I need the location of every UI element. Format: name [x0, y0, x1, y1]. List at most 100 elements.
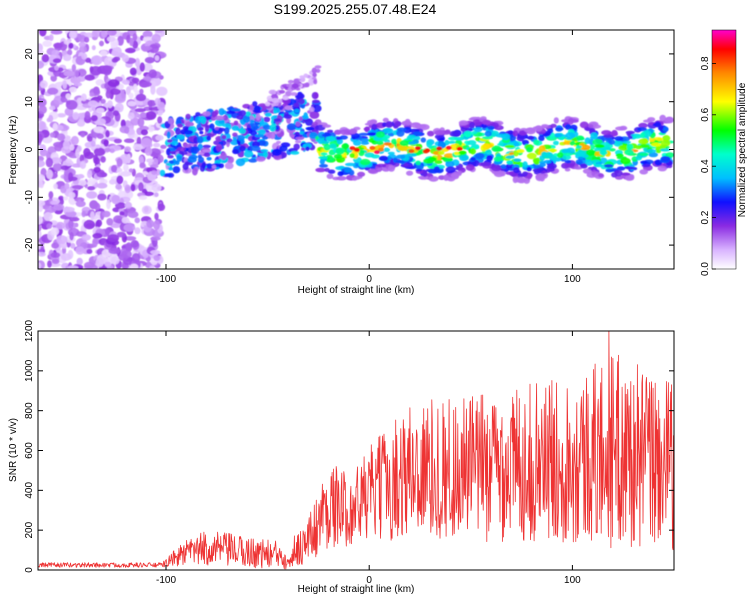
- spectrogram-cell: [640, 160, 648, 164]
- spectrogram-cell: [128, 92, 134, 99]
- spectrogram-cell: [105, 130, 110, 138]
- spectrogram-cell: [271, 148, 282, 156]
- spectrogram-cell: [618, 144, 629, 151]
- spectrogram-cell: [296, 87, 301, 91]
- spectrogram-cell: [422, 170, 428, 177]
- y-tick-label: 0: [24, 567, 35, 573]
- spectrogram-cell: [615, 175, 624, 180]
- spectrogram-cell: [662, 126, 669, 132]
- colorbar-gradient: [711, 29, 737, 270]
- spectrogram-cell: [321, 133, 332, 137]
- spectrogram-cell: [175, 127, 181, 135]
- spectrogram-cell: [324, 167, 330, 172]
- spectrogram-cell: [591, 156, 598, 161]
- spectrogram-cell: [378, 147, 385, 152]
- spectrogram-cell: [480, 162, 492, 167]
- y-tick-label: 400: [24, 482, 35, 499]
- spectrogram-cell: [38, 159, 46, 168]
- spectrogram-cell: [516, 134, 525, 142]
- y-tick-label: 1200: [24, 319, 35, 342]
- spectrogram-cell: [553, 117, 559, 124]
- spectrogram-cell: [81, 210, 86, 218]
- spectrogram-cell: [268, 89, 276, 95]
- spectrogram-x-ticks: -100 0 100: [156, 30, 581, 285]
- spectrogram-cell: [309, 111, 320, 119]
- spectrogram-cell: [116, 158, 123, 167]
- spectrogram-cell: [146, 158, 155, 163]
- spectrogram-cell: [543, 159, 552, 164]
- colorbar-tick-label: 0.0: [700, 262, 711, 276]
- spectrogram-cell: [99, 50, 108, 57]
- spectrogram-cell: [123, 163, 129, 172]
- spectrogram-cell: [357, 171, 366, 177]
- spectrogram-cell: [220, 152, 227, 161]
- spectrogram-cell: [638, 122, 648, 129]
- spectrogram-cell: [157, 203, 166, 211]
- spectrogram-cell: [660, 148, 671, 152]
- spectrogram-cell: [52, 162, 62, 172]
- spectrogram-cell: [325, 136, 337, 142]
- spectrogram-cell: [258, 129, 266, 136]
- spectrogram-cell: [185, 113, 191, 120]
- x-tick-label: 0: [366, 575, 372, 586]
- spectrogram-cell: [274, 125, 280, 131]
- spectrogram-cell: [62, 54, 72, 62]
- spectrogram-cell: [130, 117, 141, 126]
- spectrogram-cell: [359, 138, 370, 143]
- spectrogram-cell: [101, 65, 113, 74]
- spectrogram-cell: [38, 215, 43, 225]
- spectrogram-cell: [233, 120, 239, 126]
- spectrogram-cell: [434, 130, 445, 136]
- spectrogram-cell: [396, 154, 406, 159]
- spectrogram-cell: [599, 150, 608, 156]
- spectrogram-cell: [428, 176, 439, 182]
- spectrogram-cell: [51, 242, 60, 249]
- spectrogram-cell: [423, 158, 435, 164]
- spectrogram-cell: [504, 144, 515, 148]
- spectrogram-cell: [86, 181, 96, 186]
- spectrogram-cell: [512, 130, 519, 137]
- spectrogram-cell: [140, 137, 152, 148]
- spectrogram-cell: [396, 129, 405, 137]
- spectrogram-cell: [39, 30, 47, 37]
- spectrogram-cell: [450, 173, 458, 178]
- spectrogram-cell: [290, 151, 300, 155]
- spectrogram-cell: [53, 203, 65, 211]
- spectrogram-cell: [134, 57, 141, 68]
- spectrogram-cell: [214, 115, 225, 121]
- spectrogram-cell: [139, 88, 144, 95]
- spectrogram-cell: [433, 166, 440, 173]
- spectrogram-cell: [93, 147, 106, 156]
- spectrogram-cell: [367, 168, 378, 174]
- spectrogram-cell: [39, 80, 48, 89]
- spectrogram-cell: [370, 154, 380, 159]
- spectrogram-cell: [68, 30, 77, 39]
- spectrogram-cell: [125, 86, 131, 96]
- spectrogram-cell: [63, 70, 75, 77]
- spectrogram-cell: [93, 154, 99, 165]
- colorbar: 0.0 0.2 0.4 0.6 0.8 Normalized spectral ampl…: [700, 29, 748, 276]
- spectrogram-cell: [46, 169, 53, 180]
- spectrogram-cell: [521, 139, 530, 146]
- spectrogram-cell: [263, 116, 271, 123]
- spectrogram-cell: [474, 152, 485, 160]
- spectrogram-cell: [107, 234, 120, 243]
- spectrogram-cell: [142, 63, 153, 72]
- spectrogram-cell: [38, 179, 43, 188]
- spectrogram-cell: [42, 40, 52, 47]
- spectrogram-cell: [436, 154, 443, 161]
- spectrogram-cell: [67, 265, 79, 269]
- spectrogram-cell: [248, 158, 258, 163]
- spectrogram-cell: [38, 60, 45, 69]
- spectrogram-cell: [273, 110, 278, 114]
- spectrogram-cell: [218, 163, 225, 169]
- spectrogram-cell: [56, 133, 66, 141]
- spectrogram-cell: [538, 135, 545, 142]
- spectrogram-cell: [295, 121, 301, 127]
- spectrogram-cell: [206, 163, 213, 170]
- spectrogram-cell: [134, 227, 141, 235]
- spectrogram-cell: [117, 35, 124, 46]
- spectrogram-cell: [146, 111, 157, 120]
- spectrogram-cell: [139, 112, 148, 118]
- spectrogram-cell: [96, 182, 108, 189]
